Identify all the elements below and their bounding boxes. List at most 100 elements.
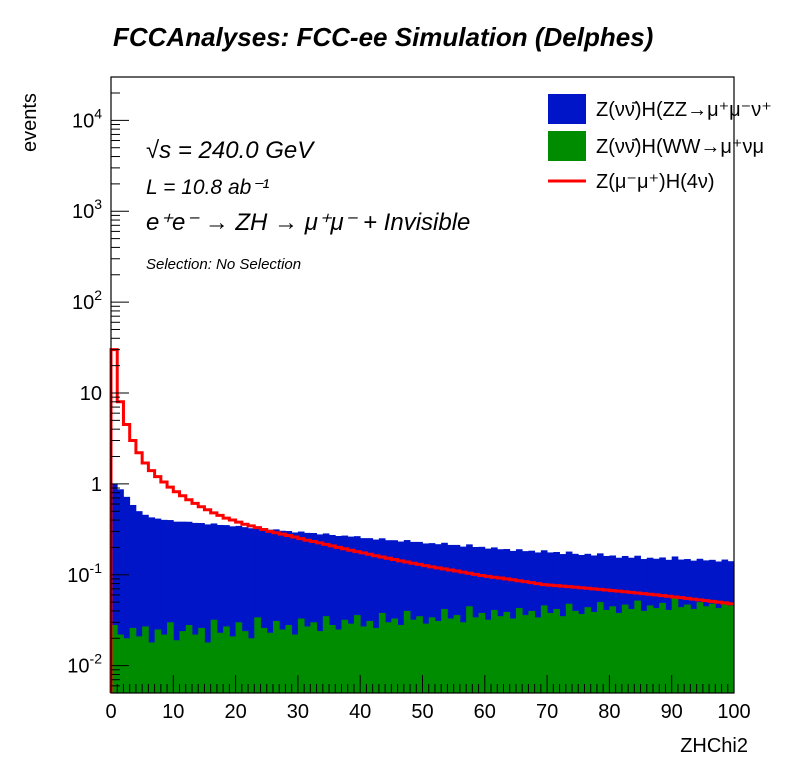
ww-bar xyxy=(111,625,118,693)
y-tick-label: 10 xyxy=(80,383,102,405)
ww-bar xyxy=(229,636,236,693)
ww-bar xyxy=(478,612,486,693)
ww-bar xyxy=(646,605,654,693)
ww-bar xyxy=(472,617,479,693)
legend-swatch xyxy=(548,131,586,161)
zz-bar xyxy=(229,526,236,693)
zz-bar xyxy=(335,536,342,693)
ww-bar xyxy=(397,625,405,693)
ww-bar xyxy=(578,614,585,693)
zz-bar xyxy=(410,541,417,693)
ww-bar xyxy=(497,616,504,693)
zz-bar xyxy=(434,544,442,693)
ww-bar xyxy=(385,622,392,693)
ww-bar xyxy=(603,609,610,693)
ww-bar xyxy=(310,622,317,693)
zz-bar xyxy=(129,504,137,693)
ww-bar xyxy=(335,629,342,693)
x-axis: 0 10 20 30 40 50 60 70 80 90 100 xyxy=(105,675,751,723)
zz-bar xyxy=(291,532,299,693)
x-tick-label: 70 xyxy=(536,701,558,723)
ww-bar xyxy=(285,625,293,693)
zz-bar xyxy=(304,532,311,693)
legend-label: Z(μ⁻μ⁺)H(4ν) xyxy=(596,171,715,193)
ww-bar xyxy=(609,606,617,693)
x-tick-label: 30 xyxy=(287,701,309,723)
ww-bar xyxy=(696,602,704,693)
zz-bar xyxy=(248,528,255,693)
ww-bar xyxy=(322,616,330,693)
ww-bar xyxy=(659,602,666,693)
ww-bar xyxy=(279,629,286,693)
zz-bar xyxy=(185,521,193,693)
zz-bar xyxy=(391,540,398,693)
ww-bar xyxy=(366,620,374,693)
ww-bar xyxy=(428,617,436,693)
legend-swatch xyxy=(548,94,586,124)
zz-bar xyxy=(135,511,143,693)
ww-bar xyxy=(329,625,336,693)
zz-bar xyxy=(117,489,124,693)
ww-bar xyxy=(410,619,417,693)
ww-bar xyxy=(534,617,542,693)
ww-bar xyxy=(191,634,199,693)
ww-bar xyxy=(160,634,168,693)
luminosity-annotation: L = 10.8 ab⁻¹ xyxy=(146,176,269,199)
ww-bar xyxy=(179,631,187,693)
x-tick-label: 90 xyxy=(661,701,683,723)
ww-bar xyxy=(117,634,124,693)
zz-bar xyxy=(329,534,336,693)
selection-annotation: Selection: No Selection xyxy=(146,256,301,273)
y-tick-label: 10-2 xyxy=(67,651,102,678)
ww-bar xyxy=(378,612,386,693)
zz-bar xyxy=(297,531,305,693)
zz-bar xyxy=(148,517,156,693)
zz-bar xyxy=(142,514,149,693)
ww-bar xyxy=(198,627,205,693)
x-axis-label: ZHChi2 xyxy=(680,735,748,757)
zz-bar xyxy=(167,520,174,693)
x-tick-label: 50 xyxy=(411,701,433,723)
ww-bar xyxy=(528,610,536,693)
zz-bar xyxy=(266,529,274,693)
x-tick-label: 40 xyxy=(349,701,371,723)
ww-bar xyxy=(727,605,735,693)
ww-bar xyxy=(185,625,193,693)
zz-bar xyxy=(241,527,249,693)
zz-bar xyxy=(272,529,280,693)
ww-bar xyxy=(702,606,710,693)
y-tick-label: 104 xyxy=(72,105,102,132)
ww-bar xyxy=(391,618,398,693)
signal-step-line xyxy=(109,348,734,693)
zz-bar xyxy=(173,521,180,693)
zz-bar xyxy=(223,525,230,693)
ww-bar xyxy=(135,636,143,693)
ww-bar xyxy=(553,609,560,693)
ww-bar xyxy=(148,642,156,693)
sqrt-s-annotation: √s = 240.0 GeV xyxy=(146,137,315,164)
ww-bar xyxy=(690,609,698,693)
ww-bar xyxy=(210,619,218,693)
ww-bar xyxy=(584,607,592,693)
ww-bar xyxy=(522,615,529,693)
zz-bar xyxy=(235,525,243,693)
ww-bar xyxy=(422,623,430,693)
y-tick-label: 102 xyxy=(72,287,102,314)
x-tick-label: 60 xyxy=(474,701,496,723)
ww-bar xyxy=(316,631,324,693)
zz-bar xyxy=(353,536,361,693)
zz-bar xyxy=(204,524,212,693)
ww-bar xyxy=(547,612,554,693)
ww-bar xyxy=(628,609,635,693)
zz-bar xyxy=(385,540,392,693)
ww-bar xyxy=(590,611,598,693)
y-tick-label: 10-1 xyxy=(67,560,102,587)
zz-bar xyxy=(316,534,324,693)
zz-bar xyxy=(254,527,261,693)
ww-bar xyxy=(241,631,249,693)
ww-bar xyxy=(634,600,641,693)
zz-bar xyxy=(422,543,430,693)
ww-bar xyxy=(677,607,685,693)
zz-bar xyxy=(341,535,349,693)
zz-bar xyxy=(210,523,218,693)
